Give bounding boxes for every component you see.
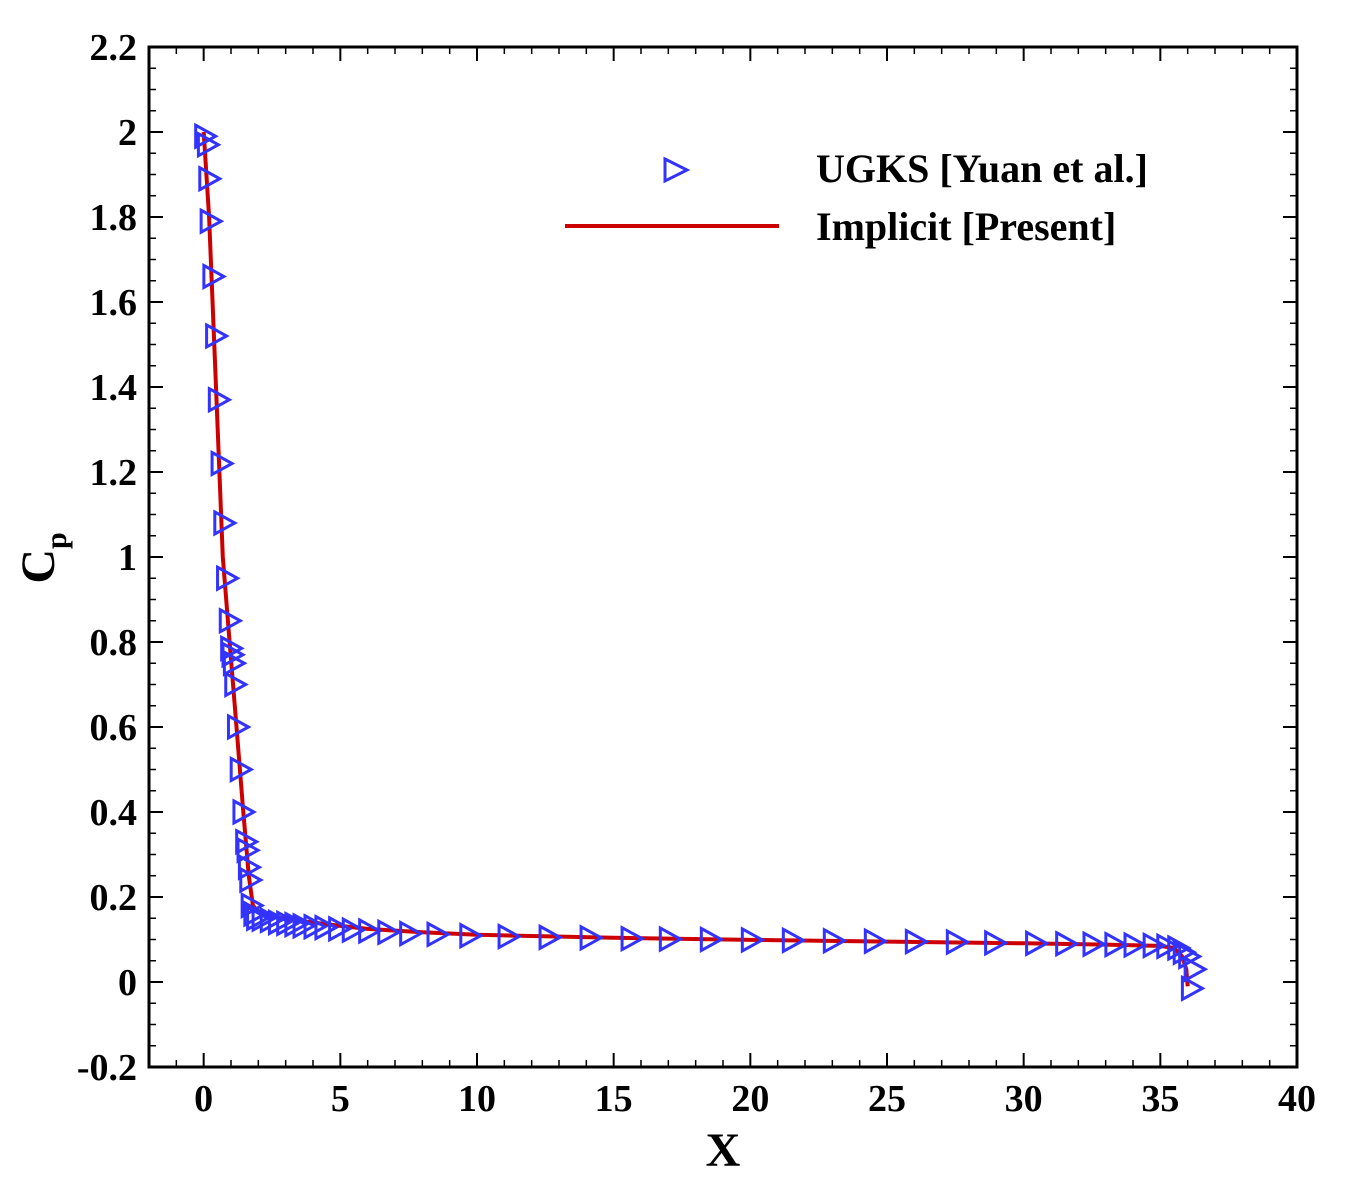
- series-line-implicit: [201, 131, 1190, 987]
- y-tick-label: 2: [118, 112, 137, 154]
- y-tick-label: 1.4: [90, 367, 138, 409]
- y-tick-label: 0: [118, 962, 137, 1004]
- x-axis-title: X: [706, 1124, 741, 1177]
- data-point-ugks: [377, 918, 402, 946]
- legend-label-implicit: Implicit [Present]: [816, 204, 1116, 249]
- data-point-ugks: [620, 925, 646, 953]
- y-tick-label: 0.2: [90, 877, 138, 919]
- y-tick-label: 0.4: [90, 792, 138, 834]
- data-point-ugks: [822, 927, 848, 955]
- y-tick-label: 1.6: [90, 282, 138, 324]
- y-tick-label: 0.8: [90, 622, 138, 664]
- data-point-ugks: [579, 924, 605, 952]
- data-point-ugks: [207, 386, 233, 414]
- y-tick-label: 1: [118, 537, 137, 579]
- x-tick-label: 10: [458, 1078, 496, 1120]
- legend-marker-ugks: [663, 156, 691, 184]
- y-tick-label: -0.2: [77, 1047, 137, 1089]
- x-tick-label: 35: [1141, 1078, 1179, 1120]
- y-axis-title: Cp: [12, 532, 73, 583]
- y-tick-label: 1.2: [90, 452, 138, 494]
- ticks-layer: [148, 46, 1298, 1068]
- y-tick-label: 1.8: [90, 197, 138, 239]
- y-tick-label: 2.2: [90, 27, 138, 69]
- data-point-ugks: [399, 920, 424, 948]
- data-point-ugks: [226, 713, 252, 741]
- data-point-ugks: [459, 922, 484, 950]
- data-point-ugks: [210, 449, 236, 478]
- series-layer: [194, 122, 1209, 1002]
- x-tick-label: 20: [731, 1078, 769, 1120]
- data-point-ugks: [276, 909, 301, 937]
- data-point-ugks: [1183, 955, 1209, 983]
- y-axis-title-main: C: [12, 549, 65, 584]
- data-point-ugks: [196, 131, 222, 159]
- data-point-ugks: [218, 607, 244, 635]
- data-point-ugks: [232, 798, 258, 826]
- data-point-ugks: [328, 915, 353, 943]
- data-point-ugks: [1025, 929, 1050, 957]
- data-point-ugks: [216, 564, 241, 592]
- data-point-ugks: [1104, 931, 1129, 959]
- legend-label-ugks: UGKS [Yuan et al.]: [816, 146, 1148, 191]
- x-tick-label: 40: [1278, 1078, 1316, 1120]
- x-tick-label: 15: [595, 1078, 633, 1120]
- data-point-ugks: [358, 917, 383, 945]
- data-point-ugks: [205, 322, 230, 350]
- x-tick-label: 30: [1005, 1078, 1043, 1120]
- data-point-ugks: [198, 165, 223, 193]
- data-point-ugks: [781, 926, 807, 954]
- data-point-ugks: [246, 904, 271, 932]
- x-tick-label: 0: [194, 1078, 213, 1120]
- y-axis-title-sub: p: [40, 532, 73, 549]
- data-point-ugks: [213, 509, 238, 537]
- data-point-ugks: [222, 649, 248, 677]
- data-point-ugks: [202, 262, 227, 291]
- data-point-ugks: [1180, 974, 1206, 1002]
- data-point-ugks: [658, 925, 684, 953]
- data-point-ugks: [194, 122, 219, 150]
- data-point-ugks: [236, 836, 262, 864]
- data-point-ugks: [314, 914, 340, 942]
- data-point-ugks: [984, 929, 1009, 957]
- plot-frame: [147, 45, 1299, 1069]
- data-point-ugks: [267, 908, 293, 937]
- data-point-ugks: [1123, 931, 1149, 959]
- data-point-ugks: [1142, 931, 1168, 959]
- data-point-ugks: [904, 928, 930, 956]
- y-tick-labels: -0.2 0 0.2 0.4 0.6 0.8 1 1.2 1.4 1.6 1.8 2 2.2: [77, 27, 137, 1089]
- data-point-ugks: [1055, 930, 1080, 958]
- data-point-ugks: [538, 923, 564, 951]
- x-tick-label: 5: [331, 1078, 350, 1120]
- data-point-ugks: [740, 926, 766, 954]
- svg-text:Cp: Cp: [12, 532, 73, 583]
- data-point-ugks: [497, 922, 523, 951]
- x-tick-label: 25: [868, 1078, 906, 1120]
- data-point-ugks: [284, 911, 309, 939]
- data-point-ugks: [426, 920, 452, 948]
- data-point-ugks: [863, 927, 889, 955]
- data-point-ugks: [259, 906, 285, 934]
- data-point-ugks: [229, 755, 255, 784]
- data-point-ugks: [239, 866, 264, 894]
- x-tick-labels: 0 5 10 15 20 25 30 35 40: [194, 1078, 1316, 1120]
- data-point-ugks: [341, 916, 367, 944]
- data-point-ugks: [251, 905, 277, 933]
- data-point-ugks: [945, 928, 971, 956]
- data-point-ugks: [1082, 930, 1108, 958]
- y-tick-label: 0.6: [90, 707, 138, 749]
- legend: UGKS [Yuan et al.] Implicit [Present]: [565, 146, 1148, 249]
- data-point-ugks: [224, 670, 249, 699]
- data-point-ugks: [699, 925, 725, 954]
- data-point-ugks: [199, 207, 225, 235]
